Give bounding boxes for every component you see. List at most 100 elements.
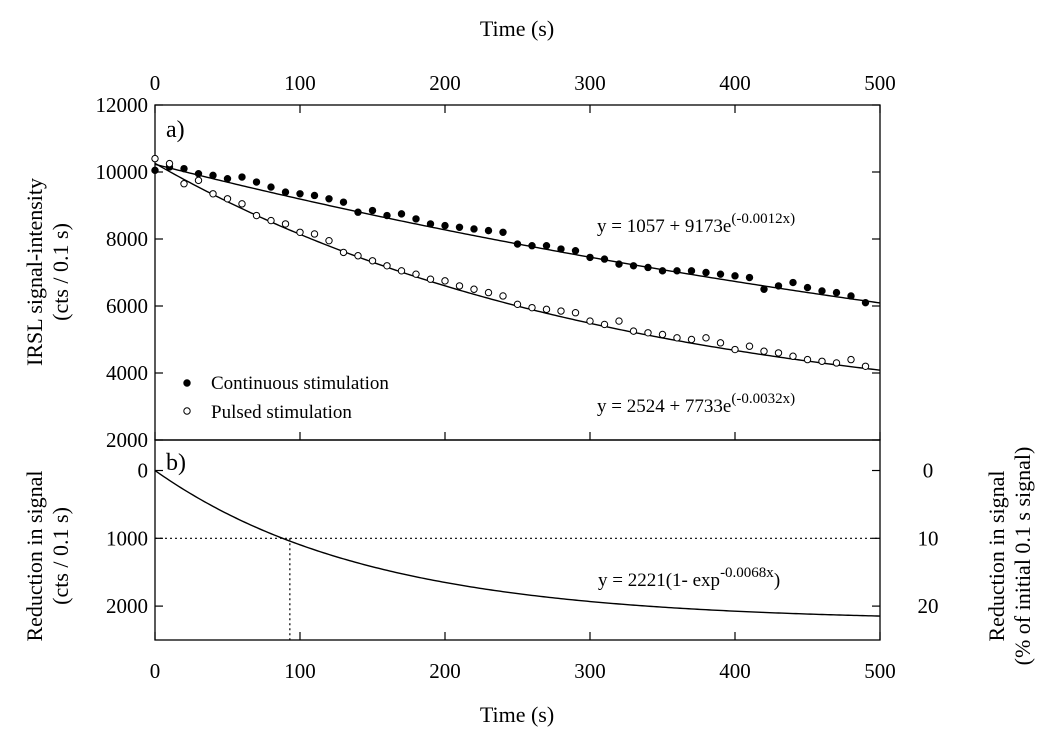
pulsed-point [731, 345, 739, 354]
continuous-fit-equation: y = 1057 + 9173e(-0.0012x) [597, 211, 795, 237]
pulsed-point [209, 190, 217, 198]
pulsed-point [339, 248, 348, 257]
panel-b-y-tick-label: 0 [138, 459, 149, 483]
pulsed-point [180, 180, 188, 188]
continuous-point [600, 255, 609, 263]
pulsed-point [528, 303, 536, 312]
pulsed-point [847, 355, 855, 364]
reduction-curve-line [154, 469, 881, 617]
continuous-point [310, 191, 319, 200]
panel-b-frame [154, 439, 881, 641]
legend-marker-pulsed [183, 407, 191, 415]
continuous-point [658, 267, 667, 275]
pulsed-fit-line [154, 162, 881, 371]
continuous-point [441, 221, 449, 230]
panel-b-right-tick-label: 20 [918, 594, 939, 618]
panel-b-right-y-axis-title-line1: Reduction in signal [984, 470, 1009, 641]
pulsed-point [354, 252, 362, 260]
x-tick-label: 300 [574, 659, 606, 683]
panel-b-y-axis-title-line2: (cts / 0.1 s) [48, 507, 73, 605]
top-x-axis-title: Time (s) [480, 16, 554, 41]
pulsed-point [223, 195, 232, 203]
legend: Continuous stimulation Pulsed stimulatio… [183, 373, 389, 423]
continuous-point [209, 171, 217, 180]
panel-b-reference-lines [155, 537, 880, 640]
panel-b-x-ticks: 0 100 200 300 400 500 [150, 432, 896, 683]
pulsed-point [803, 355, 812, 364]
continuous-point [499, 228, 507, 237]
panel-b-right-y-axis-title-line2: (% of initial 0.1 s signal) [1010, 447, 1035, 666]
panel-a-y-tick-label: 4000 [106, 361, 148, 385]
panel-a-top-x-ticks: 0 100 200 300 400 500 [150, 71, 896, 113]
continuous-point [687, 267, 696, 275]
continuous-point [281, 188, 290, 196]
pulsed-point [426, 275, 435, 283]
panel-a: a) 0 100 200 300 400 500 2000 4000 6000 8000 1000… [22, 71, 896, 452]
continuous-point [760, 285, 768, 293]
pulsed-point [368, 257, 377, 265]
pulsed-point [499, 292, 507, 300]
pulsed-point [165, 159, 174, 168]
panel-a-y-tick-label: 6000 [106, 294, 148, 318]
panel-b-right-tick-label: 0 [923, 459, 934, 483]
continuous-point [615, 260, 623, 268]
panel-a-y-axis-title-line1: IRSL signal-intensity [22, 178, 47, 366]
pulsed-point [484, 288, 493, 297]
continuous-point [252, 178, 261, 186]
continuous-point [180, 164, 188, 173]
panel-b-y-ticks: 0 1000 2000 [106, 459, 163, 618]
legend-label-continuous: Continuous stimulation [211, 373, 389, 394]
pulsed-point [629, 327, 638, 335]
continuous-point [847, 292, 855, 300]
x-tick-label: 200 [429, 659, 461, 683]
continuous-fit-line [154, 163, 881, 304]
pulsed-point [151, 154, 159, 163]
bottom-x-axis-title: Time (s) [480, 702, 554, 727]
continuous-point [455, 223, 464, 231]
pulsed-point [571, 309, 580, 317]
pulsed-point [542, 305, 551, 314]
continuous-point [731, 272, 739, 280]
top-x-tick-label: 200 [429, 71, 461, 95]
pulsed-point [383, 262, 391, 270]
continuous-point [151, 166, 159, 175]
continuous-point [644, 263, 652, 272]
pulsed-point [789, 352, 797, 360]
pulsed-fit-equation: y = 2524 + 7733e(-0.0032x) [597, 391, 795, 417]
pulsed-point [412, 270, 420, 278]
continuous-point [832, 288, 841, 297]
pulsed-point [194, 176, 203, 185]
continuous-point [861, 298, 870, 307]
panel-b-label: b) [166, 450, 186, 476]
pulsed-point [252, 211, 261, 220]
panel-b-right-y-ticks: 0 10 20 [872, 459, 939, 618]
pulsed-point [296, 228, 304, 237]
continuous-point [774, 282, 783, 290]
continuous-point [789, 278, 797, 287]
legend-label-pulsed: Pulsed stimulation [211, 402, 352, 423]
pulsed-point [238, 200, 246, 208]
pulsed-point [600, 320, 609, 329]
panel-a-label: a) [166, 117, 185, 143]
continuous-point [513, 240, 522, 248]
pulsed-point [716, 339, 725, 347]
continuous-point [702, 268, 710, 277]
x-tick-label: 400 [719, 659, 751, 683]
panel-a-y-tick-label: 12000 [96, 93, 149, 117]
continuous-point [803, 283, 812, 292]
continuous-point [397, 210, 406, 218]
panel-b-y-tick-label: 1000 [106, 526, 148, 550]
panel-a-fit-curves [154, 162, 881, 371]
continuous-point [194, 169, 203, 178]
continuous-point [818, 287, 826, 295]
continuous-point [368, 206, 377, 215]
pulsed-point [832, 359, 841, 367]
pulsed-point [441, 277, 449, 285]
pulsed-point [281, 220, 290, 228]
continuous-point [354, 208, 362, 216]
top-x-tick-label: 500 [864, 71, 896, 95]
pulsed-point [397, 267, 406, 275]
panel-a-y-tick-label: 8000 [106, 227, 148, 251]
panel-a-y-ticks: 2000 4000 6000 8000 10000 12000 [96, 93, 880, 452]
